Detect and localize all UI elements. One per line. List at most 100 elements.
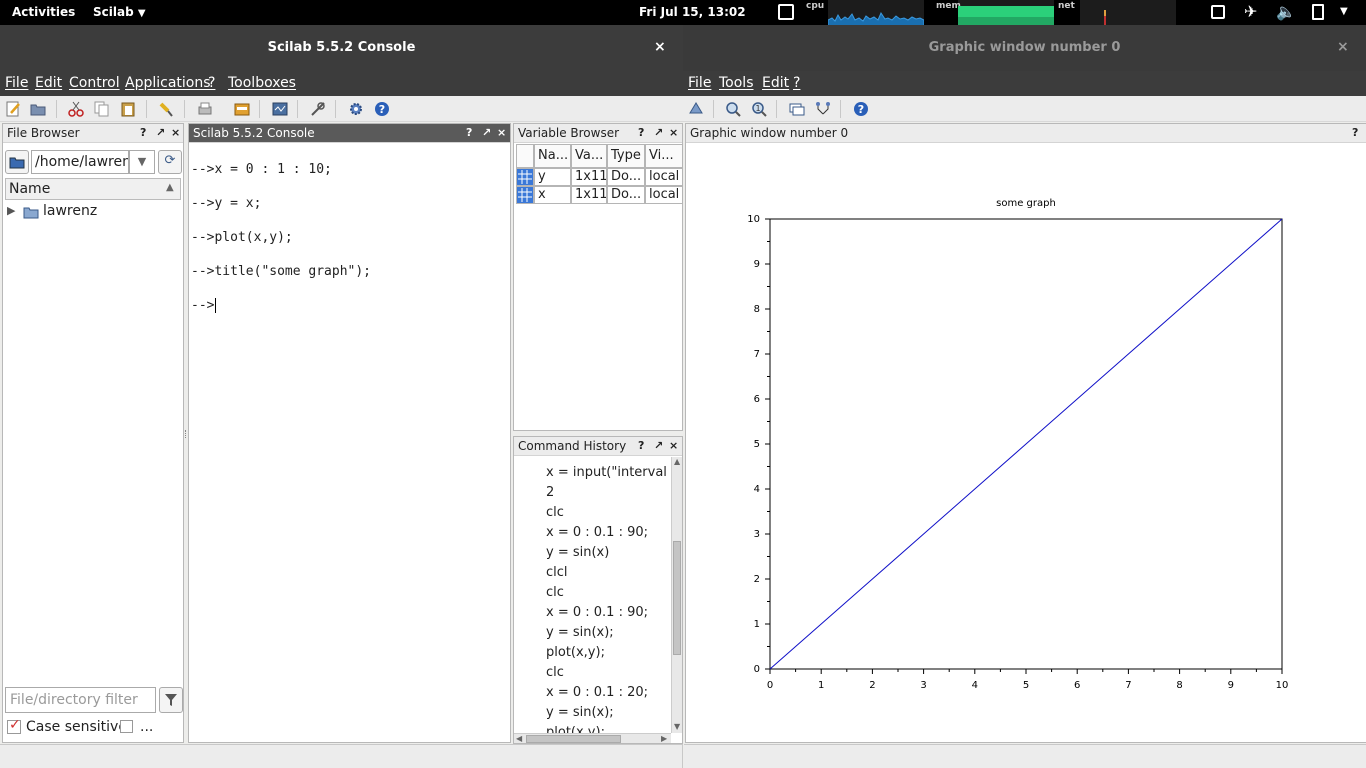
console-close-icon[interactable]: × bbox=[497, 126, 507, 139]
list-item[interactable]: plot(x,y); bbox=[546, 725, 605, 733]
filter-button[interactable] bbox=[159, 687, 183, 713]
value-header[interactable]: Va... bbox=[571, 144, 607, 168]
file-filter-input[interactable]: File/directory filter bbox=[5, 687, 156, 713]
rotate-icon[interactable] bbox=[687, 100, 705, 118]
menu-toolboxes[interactable]: Toolboxes bbox=[228, 75, 296, 91]
var-value-y[interactable]: 1x11 bbox=[571, 168, 607, 186]
list-item[interactable]: x = 0 : 0.1 : 90; bbox=[546, 605, 649, 620]
app-menu[interactable]: Scilab ▼ bbox=[93, 5, 146, 19]
visibility-header[interactable]: Vi... bbox=[645, 144, 683, 168]
var-type-y[interactable]: Do... bbox=[607, 168, 645, 186]
menu-help[interactable]: ? bbox=[208, 75, 216, 91]
var-type-x[interactable]: Do... bbox=[607, 186, 645, 204]
list-item[interactable]: clc bbox=[546, 665, 564, 680]
window-icon[interactable] bbox=[1211, 5, 1225, 19]
system-monitor-icon[interactable] bbox=[778, 4, 794, 20]
plot-canvas[interactable]: some graph 0 1 2 3 4 5 6 7 8 9 10 0 1 2 3 4 5 6 7 8 9 10 bbox=[686, 144, 1365, 742]
name-column-header[interactable]: Name ▲ bbox=[5, 178, 181, 200]
list-item[interactable]: clc bbox=[546, 585, 564, 600]
icon-column-header[interactable] bbox=[516, 144, 534, 168]
var-value-x[interactable]: 1x11 bbox=[571, 186, 607, 204]
xcos-icon[interactable] bbox=[271, 100, 289, 118]
var-vis-x[interactable]: local bbox=[645, 186, 683, 204]
list-item[interactable]: x = 0 : 0.1 : 20; bbox=[546, 685, 649, 700]
refresh-icon[interactable]: ⟳ bbox=[158, 150, 182, 174]
graphic-menu-file[interactable]: File bbox=[688, 75, 712, 91]
graphic-window-close-button[interactable]: × bbox=[1337, 39, 1349, 55]
list-item[interactable]: 2 bbox=[546, 485, 555, 500]
battery-icon[interactable] bbox=[1312, 4, 1324, 20]
path-dropdown-chevron-icon[interactable]: ▼ bbox=[129, 150, 155, 174]
variable-browser-undock-icon[interactable]: ↗ bbox=[654, 126, 664, 139]
system-menu-chevron-icon[interactable]: ▼ bbox=[1340, 6, 1348, 17]
scroll-down-icon[interactable]: ▼ bbox=[674, 722, 681, 731]
scinotes-icon[interactable] bbox=[233, 100, 251, 118]
clear-console-icon[interactable] bbox=[157, 100, 175, 118]
new-script-icon[interactable] bbox=[4, 100, 22, 118]
menu-file[interactable]: File bbox=[5, 75, 29, 91]
menu-edit[interactable]: Edit bbox=[35, 75, 63, 91]
clock[interactable]: Fri Jul 15, 13:02 bbox=[639, 5, 746, 19]
activities-button[interactable]: Activities bbox=[12, 5, 76, 19]
datatip-icon[interactable] bbox=[788, 100, 806, 118]
list-item[interactable]: x = 0 : 0.1 : 90; bbox=[546, 525, 649, 540]
open-file-icon[interactable] bbox=[29, 100, 47, 118]
type-header[interactable]: Type bbox=[607, 144, 645, 168]
console-undock-icon[interactable]: ↗ bbox=[482, 126, 492, 139]
var-name-y[interactable]: y bbox=[534, 168, 571, 186]
print-icon[interactable] bbox=[196, 100, 214, 118]
tree-item-lawrenz[interactable]: ▶ lawrenz bbox=[5, 203, 181, 223]
graph-edit-icon[interactable] bbox=[814, 100, 832, 118]
module-manager-icon[interactable] bbox=[347, 100, 365, 118]
more-options-label[interactable]: ... bbox=[140, 719, 154, 735]
list-item[interactable]: x = input("interval : bbox=[546, 465, 671, 480]
list-item[interactable]: y = sin(x) bbox=[546, 545, 610, 560]
scroll-thumb[interactable] bbox=[673, 541, 681, 655]
list-item[interactable]: plot(x,y); bbox=[546, 645, 605, 660]
name-header[interactable]: Na... bbox=[534, 144, 571, 168]
scroll-left-icon[interactable]: ◀ bbox=[516, 734, 523, 743]
list-item[interactable]: y = sin(x); bbox=[546, 705, 614, 720]
expand-arrow-icon[interactable]: ▶ bbox=[7, 204, 16, 217]
graphic-menu-tools[interactable]: Tools bbox=[719, 75, 754, 91]
list-item[interactable]: clc bbox=[546, 457, 564, 460]
menu-applications[interactable]: Applications bbox=[125, 75, 211, 91]
graphic-help-icon[interactable]: ? bbox=[852, 100, 870, 118]
copy-icon[interactable] bbox=[93, 100, 111, 118]
graphic-menu-edit[interactable]: Edit bbox=[762, 75, 790, 91]
list-item[interactable]: y = sin(x); bbox=[546, 625, 614, 640]
console-help-icon[interactable]: ? bbox=[466, 126, 473, 139]
splitter-handle[interactable] bbox=[185, 430, 187, 438]
variable-browser-close-icon[interactable]: × bbox=[669, 126, 679, 139]
history-help-icon[interactable]: ? bbox=[638, 439, 645, 452]
history-undock-icon[interactable]: ↗ bbox=[654, 439, 664, 452]
variable-browser-help-icon[interactable]: ? bbox=[638, 126, 645, 139]
h-scroll-thumb[interactable] bbox=[526, 735, 621, 743]
file-browser-close-icon[interactable]: × bbox=[171, 126, 181, 139]
menu-control[interactable]: Control bbox=[69, 75, 120, 91]
history-horizontal-scrollbar[interactable]: ◀ ▶ bbox=[514, 733, 671, 743]
list-item[interactable]: clc bbox=[546, 505, 564, 520]
zoom-icon[interactable] bbox=[724, 100, 742, 118]
console-window-close-button[interactable]: × bbox=[654, 39, 666, 55]
var-vis-y[interactable]: local bbox=[645, 168, 683, 186]
case-sensitive-checkbox[interactable]: ✓ bbox=[7, 717, 21, 734]
paste-icon[interactable] bbox=[119, 100, 137, 118]
file-browser-help-icon[interactable]: ? bbox=[140, 126, 147, 139]
volume-icon[interactable]: 🔈 bbox=[1276, 2, 1296, 21]
console-prompt[interactable]: --> bbox=[191, 298, 225, 313]
history-close-icon[interactable]: × bbox=[669, 439, 679, 452]
regexp-checkbox[interactable] bbox=[120, 720, 133, 733]
history-vertical-scrollbar[interactable]: ▲ ▼ bbox=[671, 457, 682, 733]
var-name-x[interactable]: x bbox=[534, 186, 571, 204]
list-item[interactable]: clcl bbox=[546, 565, 568, 580]
preferences-icon[interactable] bbox=[309, 100, 327, 118]
unzoom-icon[interactable]: 1 bbox=[750, 100, 768, 118]
airplane-icon[interactable]: ✈ bbox=[1244, 2, 1258, 21]
help-icon[interactable]: ? bbox=[373, 100, 391, 118]
scroll-right-icon[interactable]: ▶ bbox=[661, 734, 668, 743]
file-browser-undock-icon[interactable]: ↗ bbox=[156, 126, 166, 139]
cut-icon[interactable] bbox=[67, 100, 85, 118]
graphic-menu-help[interactable]: ? bbox=[793, 75, 801, 91]
path-field[interactable]: /home/lawren bbox=[31, 150, 129, 174]
